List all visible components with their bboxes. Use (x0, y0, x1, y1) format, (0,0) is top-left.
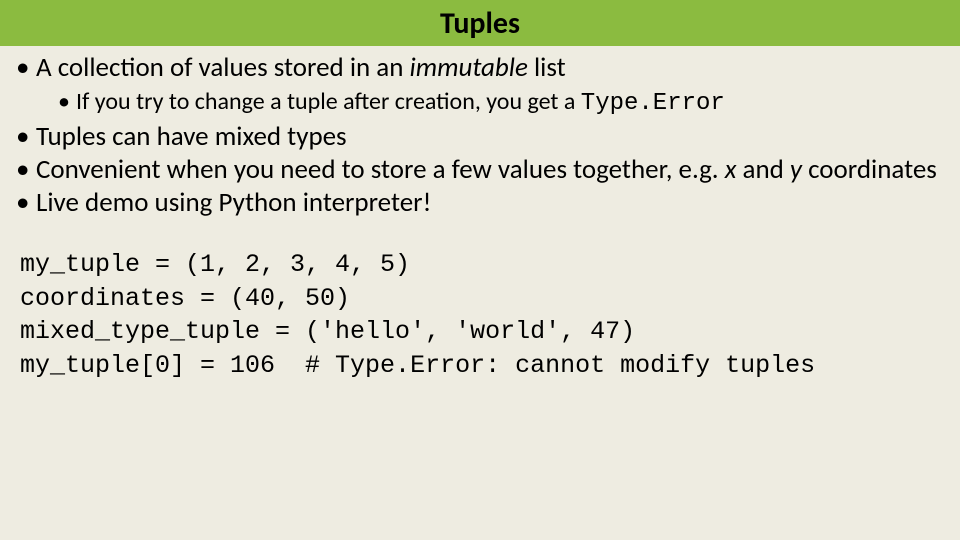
bullet-text: Live demo using Python interpreter! (36, 186, 431, 219)
bullet-text: A collection of values stored in an (36, 51, 410, 84)
slide-content: A collection of values stored in an immu… (0, 46, 960, 383)
bullet-italic: y (790, 153, 802, 186)
bullet-item: Convenient when you need to store a few … (14, 154, 946, 187)
slide-title: Tuples (440, 5, 520, 42)
bullet-text: Convenient when you need to store a few … (36, 153, 725, 186)
bullet-text: list (528, 51, 566, 84)
bullet-text: and (736, 153, 790, 186)
bullet-item: Live demo using Python interpreter! (14, 187, 946, 220)
bullet-italic: immutable (410, 51, 528, 84)
bullet-text: Tuples can have mixed types (36, 120, 347, 153)
bullet-item: Tuples can have mixed types (14, 121, 946, 154)
bullet-italic: x (725, 153, 737, 186)
code-block: my_tuple = (1, 2, 3, 4, 5) coordinates =… (14, 248, 946, 383)
code-line: my_tuple = (1, 2, 3, 4, 5) (20, 250, 410, 279)
bullet-text: coordinates (802, 153, 937, 186)
code-line: coordinates = (40, 50) (20, 284, 350, 313)
slide-title-bar: Tuples (0, 0, 960, 46)
code-line: my_tuple[0] = 106 # Type.Error: cannot m… (20, 351, 815, 380)
bullet-list: A collection of values stored in an immu… (14, 52, 946, 220)
sub-bullet-item: If you try to change a tuple after creat… (36, 87, 946, 119)
bullet-text: If you try to change a tuple after creat… (76, 87, 581, 116)
bullet-item: A collection of values stored in an immu… (14, 52, 946, 119)
code-line: mixed_type_tuple = ('hello', 'world', 47… (20, 317, 635, 346)
sub-bullet-list: If you try to change a tuple after creat… (36, 87, 946, 119)
inline-code: Type.Error (581, 90, 725, 117)
